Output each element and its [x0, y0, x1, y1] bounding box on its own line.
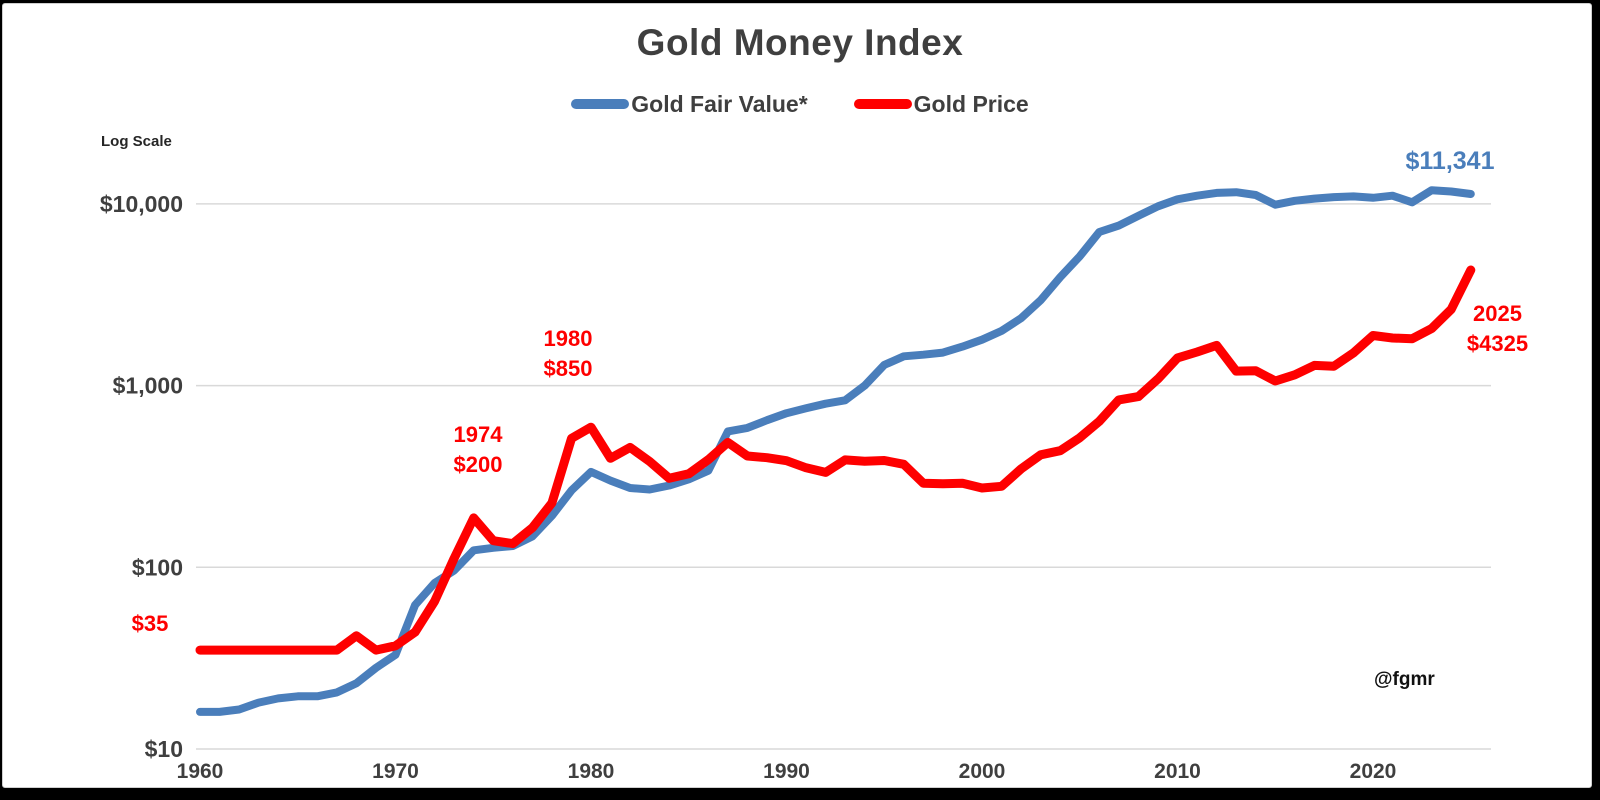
x-axis-label-1960: 1960 [177, 760, 224, 783]
chart-card [2, 3, 1592, 788]
annotation-fair-value-end: $11,341 [1405, 147, 1495, 175]
x-axis-label-1980: 1980 [568, 760, 615, 783]
gold-price-line [195, 265, 1476, 655]
annotation-1974-peak: 1974 $200 [418, 420, 538, 480]
annotation-price-end-year: 2025 [1473, 301, 1522, 326]
annotation-1980-peak: 1980 $850 [508, 324, 628, 384]
x-axis-label-1990: 1990 [763, 760, 810, 783]
x-axis-label-1970: 1970 [372, 760, 419, 783]
y-axis-label-1000: $1,000 [113, 373, 183, 399]
legend-item-gold-price: Gold Price [853, 90, 1029, 118]
y-axis-label-10: $10 [145, 736, 183, 762]
watermark: @fgmr [1374, 669, 1435, 690]
x-axis-label-2020: 2020 [1350, 760, 1397, 783]
y-axis-label-100: $100 [132, 554, 183, 580]
x-axis-label-2010: 2010 [1154, 760, 1201, 783]
annotation-1974-peak-year: 1974 [453, 422, 503, 447]
annotation-1980-peak-year: 1980 [543, 326, 593, 351]
legend-label-gold-price: Gold Price [913, 90, 1029, 117]
page-title: Gold Money Index [636, 22, 964, 63]
gold-fair-value-line [196, 186, 1475, 716]
annotation-1974-peak-value: $200 [453, 452, 503, 477]
y-axis-label-10000: $10,000 [100, 191, 183, 217]
log-scale-note: Log Scale [101, 133, 172, 150]
gold-price-line-swatch-icon [853, 99, 912, 109]
x-axis-label-2000: 2000 [959, 760, 1006, 783]
fair-value-line-swatch-icon [571, 99, 630, 109]
annotation-price-end-value: $4325 [1466, 331, 1529, 356]
legend-label-fair-value: Gold Fair Value* [631, 90, 808, 117]
chart-legend: Gold Fair Value* Gold Price [0, 88, 1600, 120]
annotation-1980-peak-value: $850 [543, 356, 593, 381]
legend-item-fair-value: Gold Fair Value* [571, 90, 808, 118]
annotation-price-start: $35 [131, 611, 169, 636]
annotation-price-end: 2025 $4325 [1440, 299, 1555, 359]
